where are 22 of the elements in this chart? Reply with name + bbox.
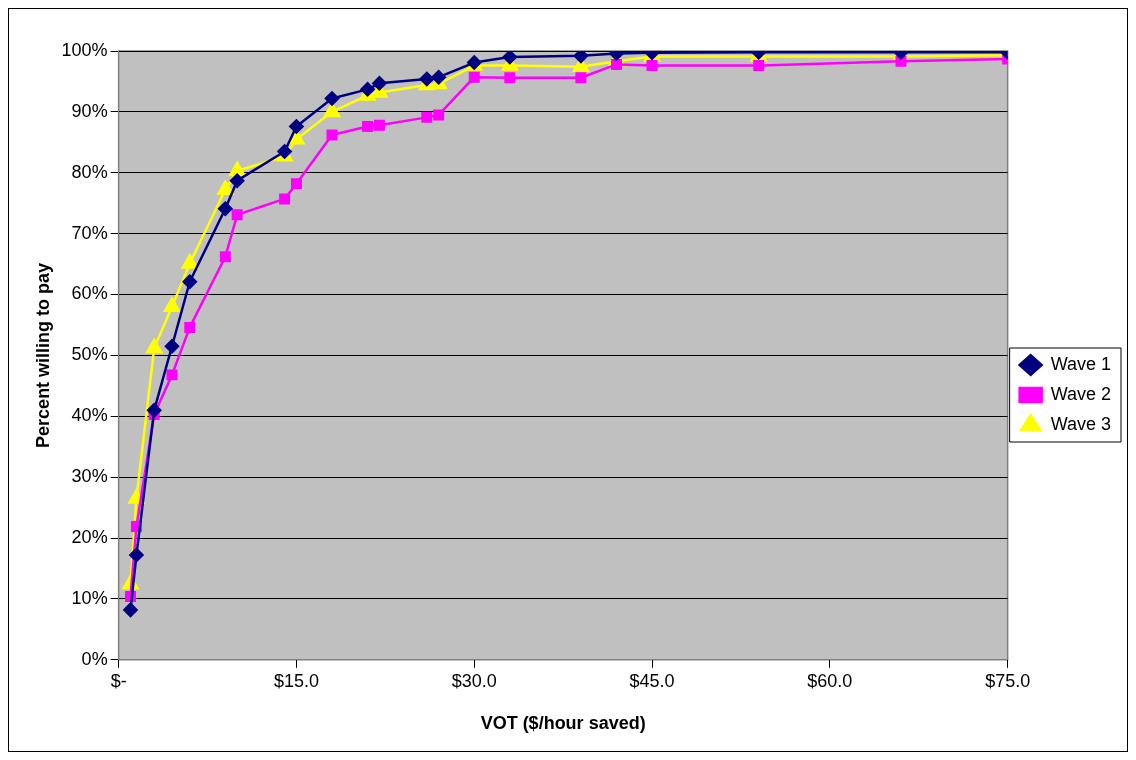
y-tick-label: 30% xyxy=(71,466,108,487)
y-tick-label: 70% xyxy=(71,222,108,243)
x-tick-label: $15.0 xyxy=(273,670,319,691)
legend-label: Wave 1 xyxy=(1050,353,1111,374)
x-tick-label: $30.0 xyxy=(451,670,497,691)
y-tick-label: 40% xyxy=(71,405,108,426)
y-tick-label: 60% xyxy=(71,283,108,304)
x-tick-label: $45.0 xyxy=(629,670,675,691)
y-tick-label: 20% xyxy=(71,527,108,548)
y-tick-label: 10% xyxy=(71,587,108,608)
y-tick-label: 80% xyxy=(71,161,108,182)
y-tick-label: 50% xyxy=(71,344,108,365)
y-tick-label: 0% xyxy=(81,648,108,669)
legend-label: Wave 2 xyxy=(1050,383,1111,404)
x-tick-label: $75.0 xyxy=(985,670,1031,691)
y-tick-label: 100% xyxy=(61,39,108,60)
y-tick-label: 90% xyxy=(71,100,108,121)
x-tick-label: $60.0 xyxy=(807,670,853,691)
x-axis-title: VOT ($/hour saved) xyxy=(480,713,646,734)
legend-label: Wave 3 xyxy=(1050,413,1111,434)
y-axis-title: Percent willing to pay xyxy=(32,262,53,448)
x-tick-label: $- xyxy=(110,670,127,691)
